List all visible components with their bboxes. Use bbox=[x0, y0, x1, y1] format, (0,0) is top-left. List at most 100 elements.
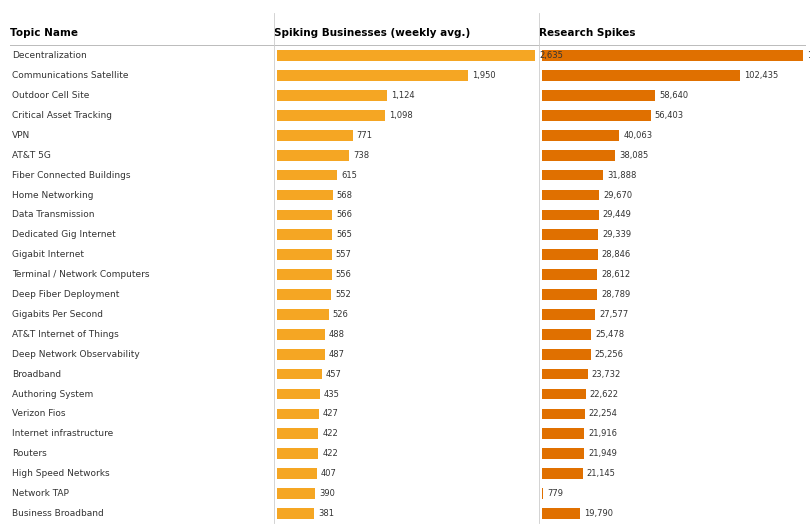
Text: 556: 556 bbox=[335, 270, 352, 279]
Text: Internet infrastructure: Internet infrastructure bbox=[12, 429, 113, 438]
Bar bbox=[277, 488, 315, 499]
Text: 28,612: 28,612 bbox=[601, 270, 630, 279]
Text: 21,916: 21,916 bbox=[588, 429, 617, 438]
Text: Deep Fiber Deployment: Deep Fiber Deployment bbox=[12, 290, 120, 299]
Text: Home Networking: Home Networking bbox=[12, 190, 94, 199]
Bar bbox=[277, 70, 468, 81]
Bar bbox=[542, 409, 585, 419]
Text: 526: 526 bbox=[333, 310, 348, 319]
Text: 1,098: 1,098 bbox=[389, 111, 412, 120]
Text: VPN: VPN bbox=[12, 131, 30, 140]
Text: Communications Satellite: Communications Satellite bbox=[12, 71, 129, 80]
Bar bbox=[542, 170, 603, 180]
Text: Broadband: Broadband bbox=[12, 370, 62, 379]
Bar bbox=[277, 369, 322, 379]
Text: Outdoor Cell Site: Outdoor Cell Site bbox=[12, 91, 89, 100]
Bar bbox=[542, 50, 803, 61]
Bar bbox=[542, 329, 591, 340]
Bar bbox=[277, 429, 318, 439]
Bar bbox=[542, 209, 599, 220]
Bar bbox=[277, 190, 333, 200]
Text: 27,577: 27,577 bbox=[599, 310, 629, 319]
Text: 738: 738 bbox=[353, 151, 369, 160]
Text: 2,635: 2,635 bbox=[539, 51, 563, 60]
Bar bbox=[277, 309, 329, 320]
Text: High Speed Networks: High Speed Networks bbox=[12, 469, 109, 478]
Bar bbox=[542, 309, 595, 320]
Text: 23,732: 23,732 bbox=[591, 370, 621, 379]
Text: 568: 568 bbox=[337, 190, 352, 199]
Text: AT&T 5G: AT&T 5G bbox=[12, 151, 51, 160]
Bar bbox=[277, 468, 317, 479]
Bar bbox=[542, 110, 650, 121]
Bar bbox=[277, 409, 319, 419]
Text: 19,790: 19,790 bbox=[584, 509, 613, 518]
Text: Business Broadband: Business Broadband bbox=[12, 509, 104, 518]
Bar bbox=[542, 190, 599, 200]
Bar bbox=[277, 289, 331, 300]
Bar bbox=[277, 249, 331, 260]
Text: 565: 565 bbox=[336, 230, 352, 239]
Text: 566: 566 bbox=[336, 210, 352, 219]
Bar bbox=[542, 468, 582, 479]
Text: 457: 457 bbox=[326, 370, 342, 379]
Bar bbox=[542, 429, 584, 439]
Text: 29,339: 29,339 bbox=[603, 230, 632, 239]
Bar bbox=[277, 110, 385, 121]
Bar bbox=[542, 389, 586, 399]
Bar bbox=[277, 90, 387, 101]
Text: 29,670: 29,670 bbox=[603, 190, 633, 199]
Bar bbox=[277, 209, 332, 220]
Text: Topic Name: Topic Name bbox=[10, 28, 78, 38]
Text: 1,124: 1,124 bbox=[391, 91, 415, 100]
Bar bbox=[277, 150, 349, 160]
Text: 21,949: 21,949 bbox=[588, 449, 617, 458]
Bar bbox=[277, 508, 314, 519]
Text: AT&T Internet of Things: AT&T Internet of Things bbox=[12, 330, 119, 339]
Text: 29,449: 29,449 bbox=[603, 210, 632, 219]
Text: Spiking Businesses (weekly avg.): Spiking Businesses (weekly avg.) bbox=[274, 28, 470, 38]
Text: 21,145: 21,145 bbox=[586, 469, 616, 478]
Text: 390: 390 bbox=[319, 489, 335, 498]
Text: Network TAP: Network TAP bbox=[12, 489, 69, 498]
Text: 102,435: 102,435 bbox=[744, 71, 778, 80]
Bar bbox=[542, 229, 599, 240]
Text: 25,478: 25,478 bbox=[595, 330, 625, 339]
Bar bbox=[277, 170, 337, 180]
Bar bbox=[542, 150, 616, 160]
Text: 58,640: 58,640 bbox=[659, 91, 688, 100]
Text: 779: 779 bbox=[548, 489, 563, 498]
Text: Decentralization: Decentralization bbox=[12, 51, 87, 60]
Text: 22,622: 22,622 bbox=[590, 390, 619, 399]
Text: Research Spikes: Research Spikes bbox=[539, 28, 635, 38]
Bar bbox=[277, 130, 352, 140]
Text: 1,950: 1,950 bbox=[472, 71, 496, 80]
Bar bbox=[542, 508, 580, 519]
Bar bbox=[542, 488, 544, 499]
Bar bbox=[542, 249, 598, 260]
Text: 422: 422 bbox=[322, 429, 338, 438]
Text: Fiber Connected Buildings: Fiber Connected Buildings bbox=[12, 170, 130, 179]
Text: 488: 488 bbox=[329, 330, 345, 339]
Bar bbox=[542, 289, 598, 300]
Bar bbox=[542, 90, 655, 101]
Bar bbox=[277, 269, 331, 280]
Bar bbox=[277, 329, 325, 340]
Text: 381: 381 bbox=[318, 509, 335, 518]
Text: Routers: Routers bbox=[12, 449, 47, 458]
Text: 422: 422 bbox=[322, 449, 338, 458]
Bar bbox=[277, 229, 332, 240]
Text: 427: 427 bbox=[323, 409, 339, 418]
Bar bbox=[277, 448, 318, 459]
Text: Terminal / Network Computers: Terminal / Network Computers bbox=[12, 270, 150, 279]
Text: 615: 615 bbox=[341, 170, 357, 179]
Bar bbox=[277, 349, 325, 360]
Text: Gigabits Per Second: Gigabits Per Second bbox=[12, 310, 103, 319]
Bar bbox=[277, 389, 320, 399]
Text: 407: 407 bbox=[321, 469, 337, 478]
Bar bbox=[277, 50, 535, 61]
Text: 135,102: 135,102 bbox=[807, 51, 810, 60]
Bar bbox=[542, 349, 590, 360]
Bar bbox=[542, 130, 619, 140]
Text: Critical Asset Tracking: Critical Asset Tracking bbox=[12, 111, 112, 120]
